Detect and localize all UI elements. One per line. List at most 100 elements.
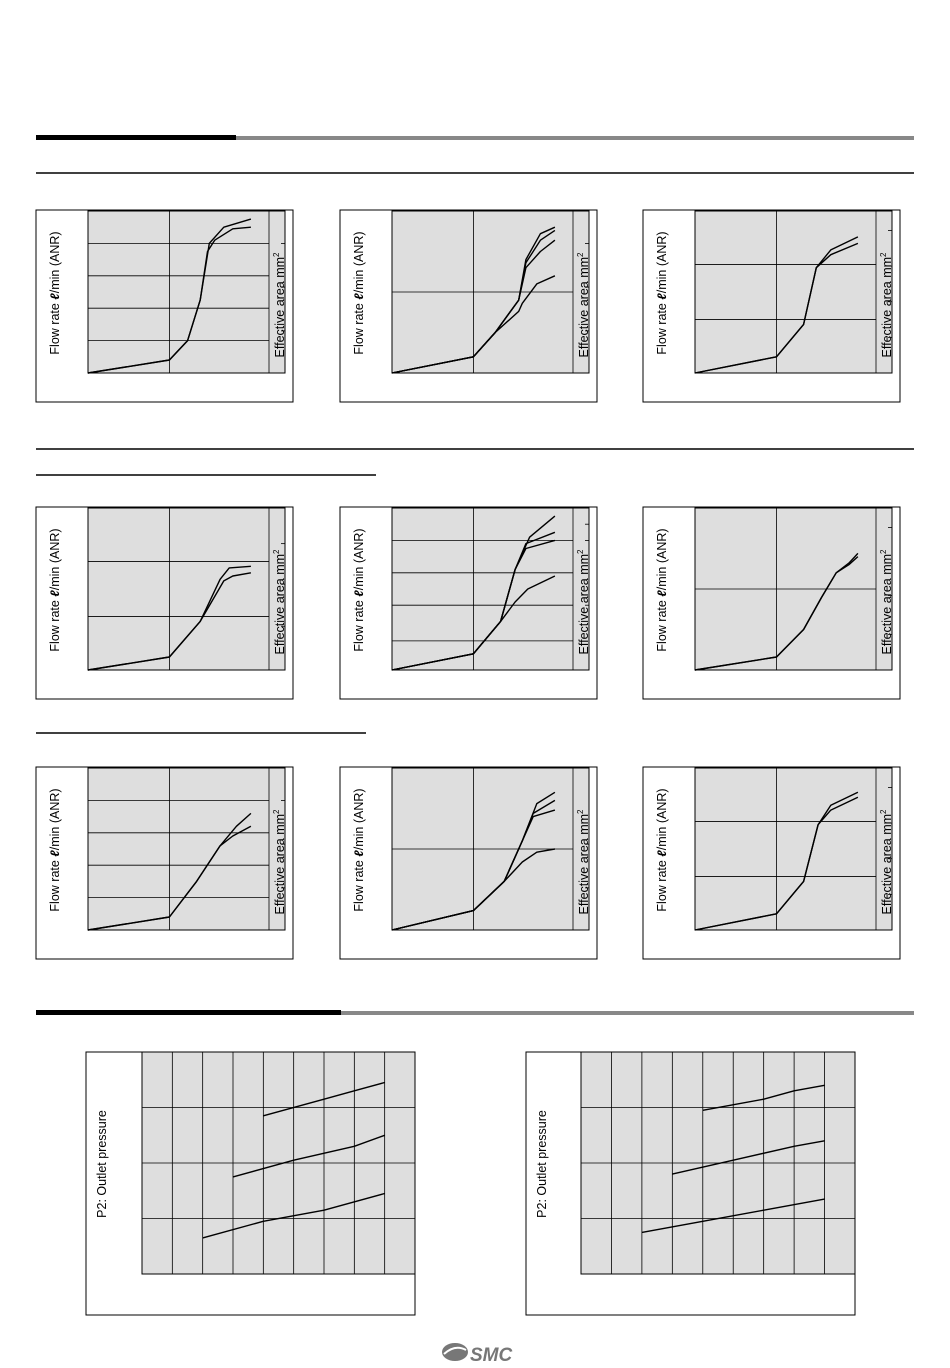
series-line bbox=[87, 218, 252, 374]
chart-4: Flow rate ℓ/min (ANR) Effective area mm2 bbox=[35, 506, 294, 700]
flow-rate-label: Flow rate ℓ/min (ANR) bbox=[48, 231, 62, 354]
effective-area-label-part: 2 bbox=[576, 252, 585, 257]
charts-group: Flow rate ℓ/min (ANR) Effective area mm2F… bbox=[35, 209, 901, 1316]
flow-rate-label-part: ℓ bbox=[48, 590, 62, 597]
series-line bbox=[391, 226, 556, 374]
outlet-pressure-label: P2: Outlet pressure bbox=[95, 1110, 109, 1218]
flow-rate-label: Flow rate ℓ/min (ANR) bbox=[655, 788, 669, 911]
chart-8: Flow rate ℓ/min (ANR) Effective area mm2 bbox=[339, 766, 598, 960]
series-line bbox=[232, 1134, 385, 1178]
logo-text: SMC bbox=[470, 1345, 513, 1366]
plot-area bbox=[87, 210, 286, 374]
chart-3: Flow rate ℓ/min (ANR) Effective area mm2 bbox=[642, 209, 901, 403]
effective-area-label: Effective area mm2 bbox=[879, 549, 894, 655]
flow-rate-label: Flow rate ℓ/min (ANR) bbox=[655, 231, 669, 354]
series-line bbox=[87, 812, 252, 931]
effective-area-label-part: 2 bbox=[272, 549, 281, 554]
flow-rate-label-part: ℓ bbox=[655, 293, 669, 300]
smc-logo-swoosh-icon bbox=[443, 1346, 467, 1355]
flow-rate-label-part: Flow rate bbox=[48, 857, 62, 912]
flow-rate-label-part: /min (ANR) bbox=[352, 231, 366, 293]
flow-rate-label-part: Flow rate bbox=[48, 300, 62, 355]
flow-rate-label-part: ℓ bbox=[655, 850, 669, 857]
effective-area-label-part: Effective area mm bbox=[273, 257, 287, 358]
series-line bbox=[694, 791, 859, 931]
flow-rate-label-part: Flow rate bbox=[655, 597, 669, 652]
series-line bbox=[672, 1140, 825, 1175]
effective-area-label-part: 2 bbox=[879, 252, 888, 257]
effective-area-label-part: Effective area mm bbox=[577, 257, 591, 358]
effective-area-label-part: 2 bbox=[272, 809, 281, 814]
chart-10: P2: Outlet pressure bbox=[85, 1051, 416, 1316]
flow-rate-label: Flow rate ℓ/min (ANR) bbox=[352, 528, 366, 651]
effective-area-label-part: 2 bbox=[576, 809, 585, 814]
series-line bbox=[694, 552, 859, 671]
effective-area-label-part: Effective area mm bbox=[880, 257, 894, 358]
effective-area-label: Effective area mm2 bbox=[272, 809, 287, 915]
flow-rate-label-part: /min (ANR) bbox=[655, 528, 669, 590]
flow-rate-label-part: /min (ANR) bbox=[48, 788, 62, 850]
flow-rate-label-part: Flow rate bbox=[655, 857, 669, 912]
flow-rate-label-part: /min (ANR) bbox=[352, 788, 366, 850]
chart-5: Flow rate ℓ/min (ANR) Effective area mm2 bbox=[339, 506, 598, 700]
flow-rate-label-part: Flow rate bbox=[48, 597, 62, 652]
effective-area-label-part: Effective area mm bbox=[273, 814, 287, 915]
effective-area-label: Effective area mm2 bbox=[879, 809, 894, 915]
flow-rate-label-part: Flow rate bbox=[352, 597, 366, 652]
effective-area-label: Effective area mm2 bbox=[272, 252, 287, 358]
effective-area-label: Effective area mm2 bbox=[272, 549, 287, 655]
flow-rate-label-part: Flow rate bbox=[352, 300, 366, 355]
effective-area-label-part: 2 bbox=[272, 252, 281, 257]
series-line bbox=[702, 1084, 825, 1111]
flow-rate-label: Flow rate ℓ/min (ANR) bbox=[352, 231, 366, 354]
effective-area-label: Effective area mm2 bbox=[576, 252, 591, 358]
flow-rate-label-part: ℓ bbox=[352, 850, 366, 857]
flow-rate-label-part: /min (ANR) bbox=[655, 231, 669, 293]
series-line bbox=[641, 1198, 825, 1234]
pressure-rule-dark bbox=[36, 1010, 341, 1015]
flow-rate-label-part: /min (ANR) bbox=[352, 528, 366, 590]
header-rule-dark bbox=[36, 135, 236, 140]
effective-area-label-part: 2 bbox=[879, 549, 888, 554]
plot-area bbox=[694, 210, 893, 374]
series-line bbox=[202, 1192, 385, 1239]
series-line bbox=[263, 1081, 385, 1117]
flow-rate-label-part: ℓ bbox=[655, 590, 669, 597]
flow-rate-label-part: Flow rate bbox=[352, 857, 366, 912]
effective-area-label: Effective area mm2 bbox=[576, 809, 591, 915]
flow-rate-label-part: ℓ bbox=[48, 293, 62, 300]
flow-rate-label: Flow rate ℓ/min (ANR) bbox=[655, 528, 669, 651]
effective-area-label-part: Effective area mm bbox=[880, 554, 894, 655]
chart-7: Flow rate ℓ/min (ANR) Effective area mm2 bbox=[35, 766, 294, 960]
effective-area-label-part: 2 bbox=[879, 809, 888, 814]
chart-2: Flow rate ℓ/min (ANR) Effective area mm2 bbox=[339, 209, 598, 403]
plot-area bbox=[694, 767, 893, 931]
effective-area-label-part: Effective area mm bbox=[273, 554, 287, 655]
flow-rate-label-part: ℓ bbox=[352, 293, 366, 300]
effective-area-label-part: Effective area mm bbox=[577, 554, 591, 655]
series-line bbox=[694, 236, 859, 374]
effective-area-label: Effective area mm2 bbox=[576, 549, 591, 655]
outlet-pressure-label: P2: Outlet pressure bbox=[535, 1110, 549, 1218]
smc-logo: SMC bbox=[442, 1343, 513, 1366]
series-line bbox=[87, 565, 251, 671]
flow-rate-label: Flow rate ℓ/min (ANR) bbox=[48, 788, 62, 911]
effective-area-label-part: Effective area mm bbox=[577, 814, 591, 915]
flow-rate-label: Flow rate ℓ/min (ANR) bbox=[48, 528, 62, 651]
chart-9: Flow rate ℓ/min (ANR) Effective area mm2 bbox=[642, 766, 901, 960]
flow-rate-label: Flow rate ℓ/min (ANR) bbox=[352, 788, 366, 911]
flow-rate-label-part: /min (ANR) bbox=[655, 788, 669, 850]
pressure-rule-light bbox=[341, 1011, 914, 1015]
flow-rate-label-part: ℓ bbox=[352, 590, 366, 597]
plot-area bbox=[391, 507, 590, 671]
flow-rate-label-part: Flow rate bbox=[655, 300, 669, 355]
chart-6: Flow rate ℓ/min (ANR) Effective area mm2 bbox=[642, 506, 901, 700]
plot-area bbox=[87, 507, 286, 671]
flow-rate-label-part: ℓ bbox=[48, 850, 62, 857]
chart-1: Flow rate ℓ/min (ANR) Effective area mm2 bbox=[35, 209, 294, 403]
series-line bbox=[391, 791, 556, 931]
header-rule-light bbox=[236, 136, 914, 140]
flow-rate-label-part: /min (ANR) bbox=[48, 528, 62, 590]
effective-area-label: Effective area mm2 bbox=[879, 252, 894, 358]
